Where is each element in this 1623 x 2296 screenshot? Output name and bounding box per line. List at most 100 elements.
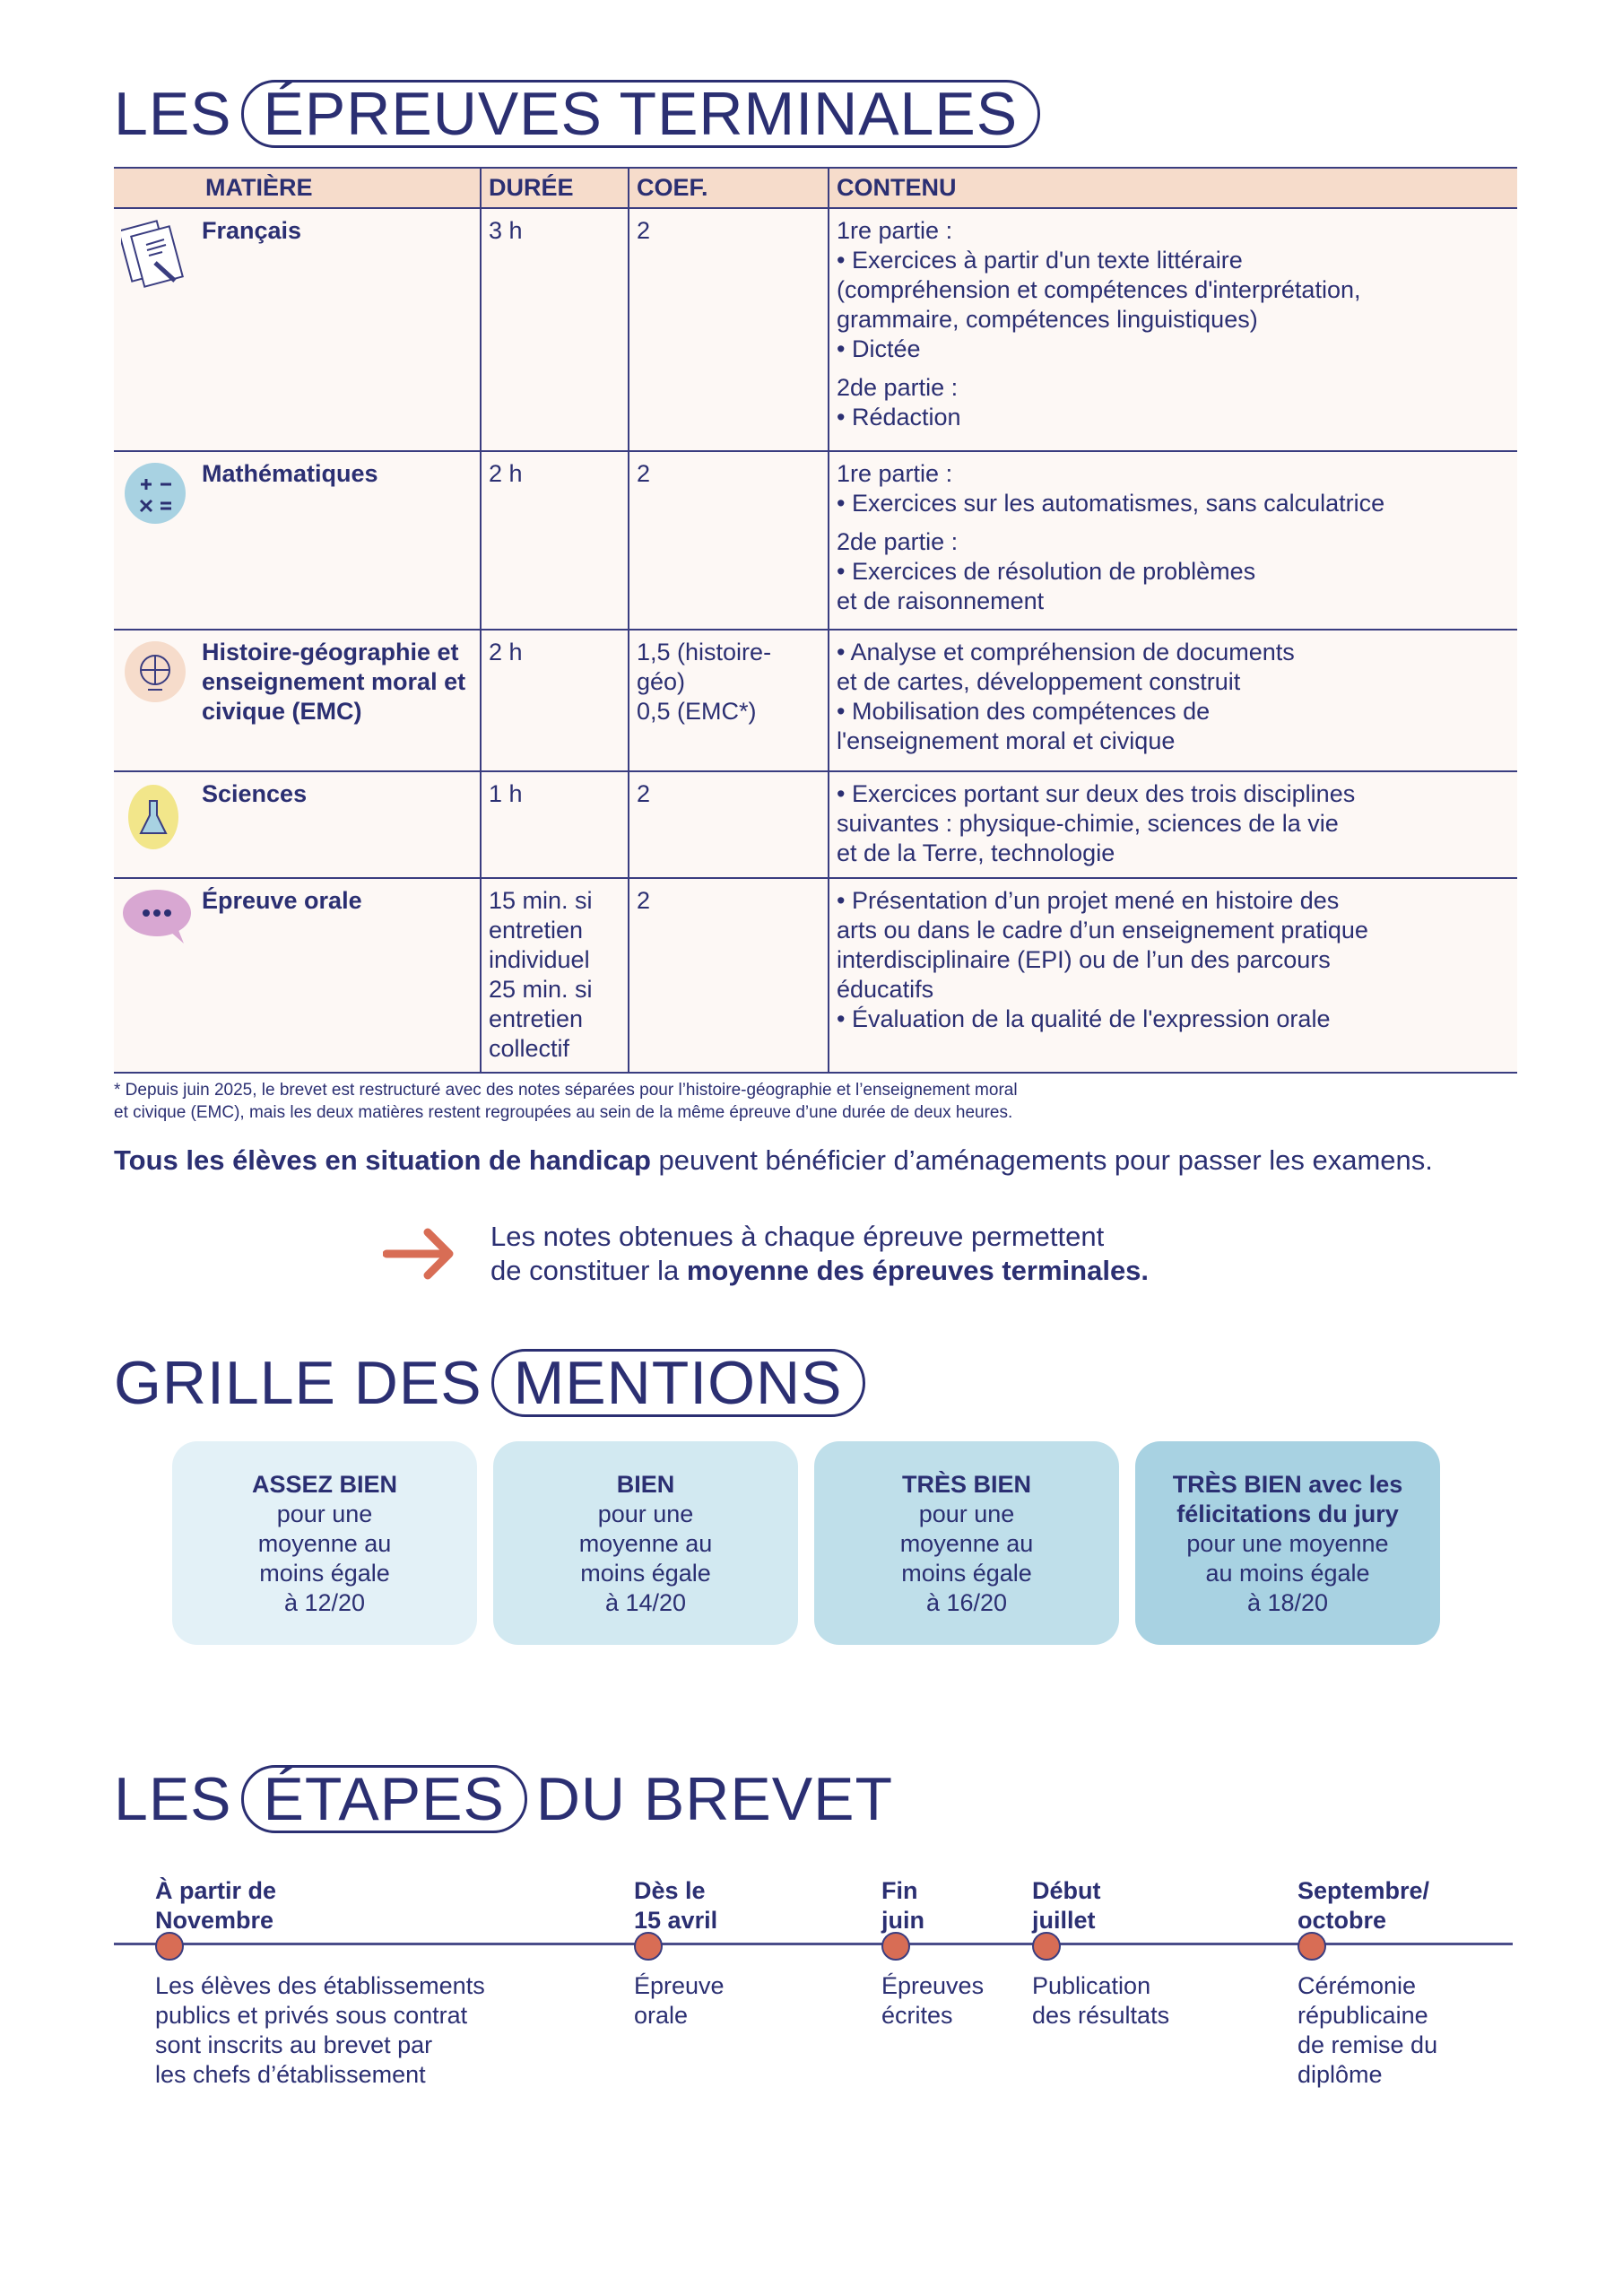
mention-card: ASSEZ BIEN pour une moyenne au moins égale à… bbox=[172, 1441, 477, 1645]
column-header: MATIÈRE bbox=[114, 167, 481, 209]
content-line: • Exercices portant sur deux des trois d… bbox=[837, 780, 1356, 807]
content-line: et de la Terre, technologie bbox=[837, 839, 1115, 866]
column-header: CONTENU bbox=[828, 167, 1517, 209]
duree-cell: 1 h bbox=[480, 771, 629, 879]
table-row: Mathématiques 2 h 2 1re partie : • Exercices… bbox=[114, 451, 1517, 631]
duree-cell: 3 h bbox=[480, 208, 629, 452]
content-line: 1re partie : bbox=[837, 460, 953, 487]
content-line: l'enseignement moral et civique bbox=[837, 727, 1176, 754]
table-row: Français 3 h 2 1re partie : • Exercices à pa… bbox=[114, 208, 1517, 452]
content-cell: • Exercices portant sur deux des trois d… bbox=[828, 771, 1517, 879]
timeline-step: Début juillet Publication des résultats bbox=[1032, 1877, 1170, 2029]
content-line: • Présentation d’un projet mené en histo… bbox=[837, 887, 1340, 914]
step-date: Novembre bbox=[155, 1907, 274, 1934]
subject-cell: Français bbox=[114, 208, 481, 452]
mention-card: BIEN pour une moyenne au moins égale à 14/20 bbox=[493, 1441, 798, 1645]
subject-name: Sciences bbox=[202, 780, 308, 807]
content-line: • Exercices à partir d'un texte littérai… bbox=[837, 247, 1243, 274]
subject-cell: Sciences bbox=[114, 771, 481, 879]
content-line: 2de partie : bbox=[837, 374, 959, 401]
content-line: 2de partie : bbox=[837, 528, 959, 555]
column-header: COEF. bbox=[628, 167, 829, 209]
duree-cell: 2 h bbox=[480, 451, 629, 631]
handicap-note: Tous les élèves en situation de handicap… bbox=[114, 1144, 1433, 1176]
step-date: juillet bbox=[1032, 1907, 1096, 1934]
arrow-right-icon bbox=[383, 1228, 454, 1280]
mentions-grid: ASSEZ BIEN pour une moyenne au moins égale à… bbox=[172, 1441, 1440, 1645]
step-date: Fin bbox=[881, 1877, 918, 1904]
content-line: (compréhension et compétences d'interpré… bbox=[837, 276, 1361, 303]
coef-cell: 2 bbox=[628, 451, 829, 631]
content-cell: 1re partie : • Exercices à partir d'un te… bbox=[828, 208, 1517, 452]
section-title-mentions: GRILLE DES MENTIONS bbox=[114, 1348, 865, 1418]
subject-name: Histoire-géographie et enseignement mora… bbox=[202, 639, 466, 725]
globe-icon bbox=[121, 638, 189, 726]
coef-cell: 2 bbox=[628, 208, 829, 452]
epreuves-table: MATIÈRE DURÉE COEF. CONTENU Français 3 h 2 1re… bbox=[114, 167, 1517, 1074]
table-row: Sciences 1 h 2 • Exercices portant sur deux… bbox=[114, 771, 1517, 879]
content-line: et de cartes, développement construit bbox=[837, 668, 1241, 695]
subject-cell: Épreuve orale bbox=[114, 878, 481, 1074]
content-line: 1re partie : bbox=[837, 217, 953, 244]
section-title-etapes: LES ÉTAPES DU BREVET bbox=[114, 1765, 893, 1833]
timeline-dot bbox=[155, 1932, 184, 1961]
content-cell: • Analyse et compréhension de documents e… bbox=[828, 630, 1517, 772]
step-date: 15 avril bbox=[634, 1907, 718, 1934]
content-line: • Analyse et compréhension de documents bbox=[837, 639, 1295, 665]
content-line: arts ou dans le cadre d’un enseignement … bbox=[837, 917, 1368, 944]
column-header: DURÉE bbox=[480, 167, 629, 209]
mention-title: TRÈS BIEN bbox=[901, 1471, 1032, 1498]
content-line: • Exercices de résolution de problèmes bbox=[837, 558, 1256, 585]
content-line: éducatifs bbox=[837, 976, 934, 1003]
step-date: Début bbox=[1032, 1877, 1101, 1904]
step-date: juin bbox=[881, 1907, 924, 1934]
subject-cell: Histoire-géographie et enseignement mora… bbox=[114, 630, 481, 772]
speech-bubble-icon bbox=[121, 886, 191, 956]
timeline-step: Septembre/octobre Cérémonie républicaine de… bbox=[1298, 1877, 1438, 2088]
section-title-epreuves: LES ÉPREUVES TERMINALES bbox=[114, 79, 1041, 149]
content-cell: 1re partie : • Exercices sur les automati… bbox=[828, 451, 1517, 631]
coef-cell: 2 bbox=[628, 878, 829, 1074]
timeline-step: Fin juin Épreuves écrites bbox=[881, 1877, 985, 2029]
timeline-line bbox=[114, 1943, 1513, 1945]
math-operators-icon bbox=[121, 459, 189, 535]
footnote: * Depuis juin 2025, le brevet est restru… bbox=[114, 1081, 1018, 1122]
step-date: octobre bbox=[1298, 1907, 1387, 1934]
coef-cell: 2 bbox=[628, 771, 829, 879]
content-line: grammaire, compétences linguistiques) bbox=[837, 306, 1258, 333]
mention-title: ASSEZ BIEN bbox=[251, 1471, 398, 1498]
timeline-dot bbox=[1298, 1932, 1326, 1961]
timeline-dot bbox=[881, 1932, 910, 1961]
moyenne-note: Les notes obtenues à chaque épreuve perm… bbox=[383, 1220, 1149, 1288]
duree-cell: 2 h bbox=[480, 630, 629, 772]
step-date: À partir de bbox=[155, 1877, 277, 1904]
content-line: • Exercices sur les automatismes, sans c… bbox=[837, 490, 1385, 517]
table-row: Histoire-géographie et enseignement mora… bbox=[114, 630, 1517, 772]
mention-title: BIEN bbox=[616, 1471, 675, 1498]
step-date: Septembre/ bbox=[1298, 1877, 1430, 1904]
coef-cell: 1,5 (histoire-géo) 0,5 (EMC*) bbox=[628, 630, 829, 772]
timeline-dot bbox=[1032, 1932, 1061, 1961]
timeline-step: Dès le 15 avril Épreuve orale bbox=[634, 1877, 725, 2029]
document-pencil-icon bbox=[117, 216, 189, 295]
duree-cell: 15 min. si entretien individuel 25 min. si e… bbox=[480, 878, 629, 1074]
content-line: • Rédaction bbox=[837, 404, 961, 430]
timeline-dot bbox=[634, 1932, 663, 1961]
content-line: suivantes : physique-chimie, sciences de… bbox=[837, 810, 1339, 837]
content-cell: • Présentation d’un projet mené en histo… bbox=[828, 878, 1517, 1074]
step-date: Dès le bbox=[634, 1877, 706, 1904]
subject-name: Épreuve orale bbox=[202, 887, 362, 914]
content-line: et de raisonnement bbox=[837, 587, 1045, 614]
flask-icon bbox=[121, 779, 189, 858]
table-row: Épreuve orale 15 min. si entretien individu… bbox=[114, 878, 1517, 1074]
subject-cell: Mathématiques bbox=[114, 451, 481, 631]
content-line: • Mobilisation des compétences de bbox=[837, 698, 1211, 725]
subject-name: Français bbox=[202, 217, 302, 244]
content-line: • Dictée bbox=[837, 335, 921, 362]
mention-card: TRÈS BIEN pour une moyenne au moins égale à … bbox=[814, 1441, 1119, 1645]
subject-name: Mathématiques bbox=[202, 460, 378, 487]
mention-title: TRÈS BIEN avec les félicitations du jury bbox=[1172, 1471, 1403, 1527]
mention-card: TRÈS BIEN avec les félicitations du jury… bbox=[1135, 1441, 1440, 1645]
content-line: • Évaluation de la qualité de l'expressi… bbox=[837, 1005, 1331, 1032]
timeline-step: À partir de Novembre Les élèves des établi… bbox=[155, 1877, 485, 2088]
